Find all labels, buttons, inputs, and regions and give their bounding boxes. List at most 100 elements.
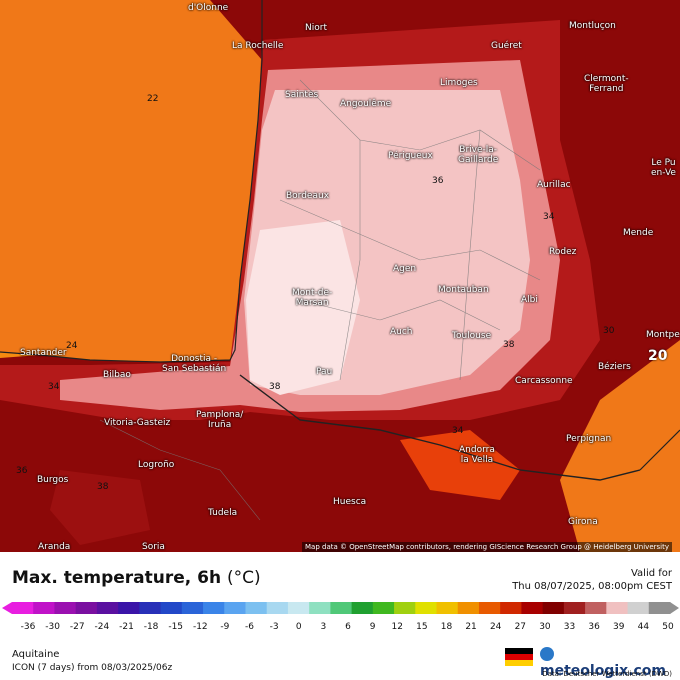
scale-tick-label: -18 [143, 622, 159, 632]
scale-tick-label: -12 [192, 622, 208, 632]
scale-tick-label: -27 [69, 622, 85, 632]
scale-arrow-right [670, 602, 679, 614]
city-olonne: d'Olonne [188, 3, 229, 13]
scale-tick-label: -24 [94, 622, 110, 632]
city-andorra: Andorra la Vella [459, 445, 495, 465]
scale-swatch [478, 602, 501, 614]
isotherm-label: 38 [97, 482, 109, 492]
scale-tick-label: -21 [119, 622, 134, 632]
city-donostia: Donostia - San Sebastián [162, 354, 227, 374]
city-aranda: Aranda [38, 542, 71, 552]
scale-swatch [436, 602, 459, 614]
city-pamplona: Pamplona/ Iruña [196, 410, 244, 430]
isotherm-label: 34 [543, 212, 555, 222]
city-soria: Soria [142, 542, 165, 552]
scale-tick-label: 18 [440, 622, 453, 632]
scale-swatch [627, 602, 650, 614]
scale-tick-label: 12 [391, 622, 403, 632]
scale-swatch [139, 602, 162, 614]
isotherm-label: 36 [432, 176, 444, 186]
city-girona: Girona [568, 517, 598, 527]
scale-tick-label: -6 [245, 622, 255, 632]
scale-swatch [266, 602, 289, 614]
scale-swatch [457, 602, 480, 614]
isotherm-label: 34 [48, 382, 60, 392]
scale-tick-label: 36 [588, 622, 600, 632]
region-label: Aquitaine [12, 649, 60, 660]
scale-tick-label: -3 [269, 622, 279, 632]
isotherm-label: 38 [269, 382, 281, 392]
city-tudela: Tudela [208, 508, 238, 518]
scale-tick-label: -15 [168, 622, 184, 632]
scale-tick-label: 24 [489, 622, 502, 632]
isotherm-label: 22 [147, 94, 159, 104]
german-flag-icon [505, 648, 533, 666]
city-vitoria: Vitoria-Gasteiz [104, 418, 171, 428]
scale-swatch [12, 602, 34, 614]
city-huesca: Huesca [333, 497, 367, 507]
scale-swatch [415, 602, 438, 614]
model-run-label: ICON (7 days) from 08/03/2025/06z [12, 663, 173, 673]
scale-tick-label: 27 [514, 622, 527, 632]
scale-swatch [563, 602, 586, 614]
scale-swatch [224, 602, 246, 614]
map-attribution: Map data © OpenStreetMap contributors, r… [302, 542, 672, 552]
scale-swatch [33, 602, 55, 614]
city-agen: Agen [393, 264, 417, 274]
scale-swatch [394, 602, 416, 614]
isotherm-label: 36 [16, 466, 28, 476]
scale-swatch [330, 602, 353, 614]
scale-swatch [648, 602, 671, 614]
city-burgos: Burgos [37, 475, 69, 485]
isotherm-label: 34 [452, 426, 464, 436]
city-montlucon: Montluçon [569, 21, 616, 31]
scale-swatch [54, 602, 77, 614]
valid-label: Valid for [630, 568, 672, 579]
isotherm-label: 24 [66, 341, 78, 351]
city-brive: Brive-la- Gaillarde [458, 145, 499, 165]
scale-tick-label: 39 [613, 622, 625, 632]
scale-tick-label: 33 [563, 622, 576, 632]
city-le-puy: Le Pu en-Ve [651, 158, 676, 178]
scale-swatch [118, 602, 140, 614]
temperature-field [0, 0, 680, 552]
scale-swatch [160, 602, 183, 614]
scale-tick-label: 50 [662, 622, 674, 632]
isotherm-label: 30 [603, 326, 615, 336]
city-bilbao: Bilbao [103, 370, 131, 380]
scale-swatch [351, 602, 374, 614]
scale-swatch [245, 602, 268, 614]
city-aurillac: Aurillac [537, 180, 571, 190]
globe-icon [540, 647, 554, 661]
scale-tick-label: -36 [20, 622, 36, 632]
scale-tick-label: 15 [416, 622, 428, 632]
isotherm-label: 38 [503, 340, 515, 350]
brand-logo[interactable]: meteologix.com [540, 647, 680, 679]
scale-swatch [372, 602, 395, 614]
scale-tick-label: 30 [539, 622, 551, 632]
city-limoges: Limoges [440, 78, 478, 88]
scale-tick-label: -30 [45, 622, 60, 632]
city-beziers: Béziers [598, 362, 631, 372]
scale-swatch [521, 602, 544, 614]
city-auch: Auch [390, 327, 413, 337]
city-toulouse: Toulouse [452, 331, 492, 341]
city-clermont-ferrand: Clermont- Ferrand [584, 74, 629, 94]
data-source: Data: Deutscher Wetterdienst (DWD) [542, 670, 672, 678]
scale-tick-label: 9 [369, 622, 376, 632]
valid-time: Thu 08/07/2025, 08:00pm CEST [512, 581, 672, 592]
city-carcassonne: Carcassonne [515, 376, 573, 386]
scale-swatch [203, 602, 225, 614]
city-rodez: Rodez [549, 247, 577, 257]
city-mende: Mende [623, 228, 654, 238]
legend-footer: Max. temperature, 6h (°C) Valid for Thu … [0, 552, 680, 680]
scale-swatch [542, 602, 565, 614]
city-santander: Santander [20, 348, 67, 358]
city-mont-de-marsan: Mont-de- Marsan [292, 288, 333, 308]
city-albi: Albi [521, 295, 538, 305]
scale-tick-label: -9 [220, 622, 230, 632]
scale-swatch [606, 602, 629, 614]
isotherm-label: 20 [648, 348, 668, 364]
city-angouleme: Angoulême [340, 99, 392, 109]
scale-arrow-left [2, 602, 12, 614]
